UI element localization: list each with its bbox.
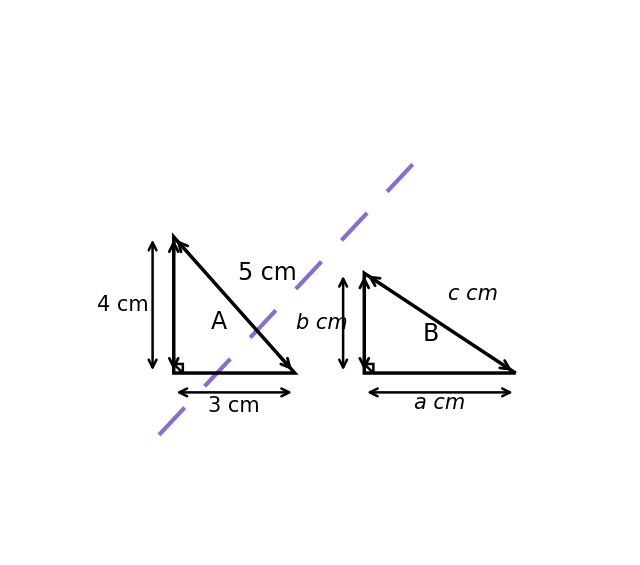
- Text: A: A: [211, 310, 227, 333]
- Text: a cm: a cm: [414, 393, 465, 413]
- Text: 4 cm: 4 cm: [97, 295, 148, 315]
- Text: B: B: [422, 321, 439, 346]
- Text: b cm: b cm: [296, 314, 348, 333]
- Text: c cm: c cm: [448, 284, 498, 305]
- Text: 3 cm: 3 cm: [209, 396, 260, 416]
- Text: 5 cm: 5 cm: [238, 261, 297, 285]
